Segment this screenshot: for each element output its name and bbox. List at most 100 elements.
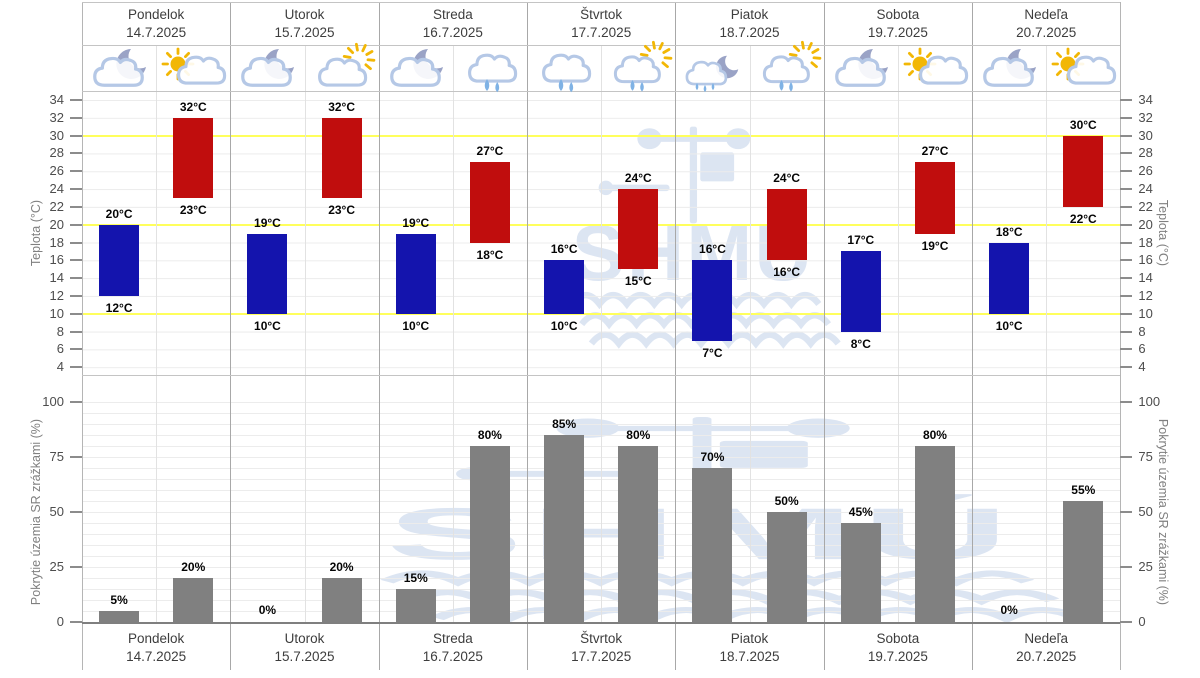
precip-tick-right — [1120, 566, 1133, 568]
temp-tick-label-right: 6 — [1138, 341, 1146, 357]
precip-value-label: 0% — [258, 603, 277, 617]
precip-value-label: 80% — [922, 428, 947, 442]
temp-tick-left — [70, 223, 82, 226]
temp-chart-bottom-border — [82, 375, 1121, 376]
precip-night-bar — [99, 611, 140, 622]
precip-tick-right — [1120, 401, 1133, 403]
cloud-sun-rays-icon — [312, 42, 375, 91]
cloud-rain-icon — [534, 47, 594, 93]
cloud-moon-icon — [979, 47, 1039, 91]
temp-max-label: 30°C — [1069, 117, 1097, 132]
precip-value-label: 20% — [329, 560, 354, 574]
precip-value-label: 80% — [626, 428, 651, 442]
day-footer-name: Sobota — [876, 631, 920, 646]
temp-tick-label-left: 4 — [56, 359, 64, 375]
temp-day-bar — [1063, 135, 1104, 207]
day-header-date: 20.7.2025 — [1016, 25, 1077, 40]
temp-tick-label-right: 10 — [1138, 305, 1153, 321]
precip-tick-left — [70, 621, 82, 623]
day-footer-date: 16.7.2025 — [422, 649, 483, 664]
precip-tick-label-right: 100 — [1138, 394, 1161, 409]
temp-tick-label-left: 16 — [49, 252, 64, 268]
temp-tick-right — [1120, 205, 1133, 208]
temp-tick-label-left: 32 — [49, 109, 64, 125]
precip-value-label: 0% — [1000, 603, 1018, 617]
temp-min-label: 23°C — [179, 203, 207, 217]
temp-min-label: 10°C — [254, 318, 281, 333]
temp-min-label: 10°C — [995, 318, 1023, 333]
temp-max-label: 16°C — [699, 242, 726, 257]
cloud-drizzle-moon-icon — [682, 47, 742, 93]
temp-tick-label-right: 34 — [1138, 92, 1153, 107]
precip-tick-left — [70, 456, 82, 458]
precip-night-bar — [544, 435, 585, 622]
temp-tick-right — [1120, 312, 1133, 315]
day-separator — [527, 2, 529, 670]
temp-tick-left — [70, 170, 82, 173]
temp-tick-right — [1120, 366, 1133, 369]
right-axis-line — [1120, 2, 1122, 670]
temp-tick-label-left: 6 — [56, 341, 64, 357]
cloud-rain-sun-icon — [757, 40, 821, 92]
cloud-rain-sun-icon — [608, 40, 673, 92]
day-header-date: 15.7.2025 — [274, 25, 335, 40]
cloud-rain-icon — [460, 47, 520, 93]
day-footer-date: 20.7.2025 — [1016, 649, 1077, 664]
day-header-name: Piatok — [730, 7, 769, 22]
halfday-separator — [749, 45, 751, 622]
temp-min-label: 15°C — [624, 274, 652, 289]
day-header-date: 14.7.2025 — [126, 25, 187, 40]
temp-max-label: 18°C — [995, 224, 1023, 239]
temp-tick-label-right: 18 — [1138, 234, 1153, 250]
temp-day-bar — [173, 117, 214, 198]
temp-tick-right — [1120, 241, 1133, 244]
temp-max-label: 27°C — [476, 144, 504, 159]
day-separator — [378, 2, 380, 670]
highlight-line-20 — [74, 223, 1121, 226]
temp-min-label: 23°C — [328, 203, 355, 217]
temp-tick-left — [70, 205, 82, 208]
temp-night-bar — [99, 224, 140, 296]
precip-value-label: 45% — [848, 505, 873, 519]
icon-row-bottom-border — [82, 91, 1121, 92]
temp-min-label: 18°C — [476, 247, 504, 262]
sun-behind-cloud-icon — [161, 47, 227, 91]
precip-value-label: 55% — [1071, 483, 1096, 497]
temp-tick-label-left: 12 — [49, 288, 64, 304]
precip-value-label: 15% — [403, 571, 428, 585]
temp-min-label: 8°C — [850, 336, 871, 351]
temp-tick-label-left: 22 — [49, 198, 64, 214]
temp-max-label: 24°C — [773, 171, 801, 186]
temp-tick-label-left: 26 — [49, 163, 64, 179]
temp-tick-right — [1120, 295, 1133, 298]
precip-tick-label-left: 100 — [42, 394, 64, 409]
temp-tick-label-right: 26 — [1138, 163, 1153, 179]
precip-day-bar — [766, 512, 807, 622]
precip-baseline — [82, 622, 1121, 624]
day-separator — [675, 2, 677, 670]
precip-value-label: 85% — [552, 417, 577, 431]
precip-night-bar — [395, 589, 436, 622]
temp-tick-right — [1120, 152, 1133, 155]
day-footer-date: 17.7.2025 — [571, 649, 632, 664]
sun-behind-cloud-icon — [903, 47, 969, 91]
temp-night-bar — [544, 260, 585, 314]
temp-night-bar — [840, 251, 881, 332]
day-header-name: Streda — [432, 7, 473, 22]
day-footer-name: Piatok — [730, 631, 769, 646]
precip-tick-label-right: 50 — [1138, 504, 1153, 519]
cloud-moon-icon — [831, 47, 891, 91]
halfday-separator — [897, 45, 899, 622]
left-axis-line — [82, 2, 83, 670]
temp-tick-label-left: 18 — [49, 234, 64, 250]
temp-tick-left — [70, 241, 82, 244]
precip-tick-label-left: 0 — [56, 614, 64, 629]
temp-tick-label-right: 4 — [1138, 359, 1146, 375]
day-footer-name: Utorok — [284, 631, 325, 646]
day-header-date: 19.7.2025 — [867, 25, 928, 40]
temp-max-label: 24°C — [624, 171, 652, 186]
temp-tick-right — [1120, 134, 1133, 137]
temp-tick-label-right: 14 — [1138, 270, 1153, 286]
temp-day-bar — [766, 189, 807, 261]
temp-tick-left — [70, 99, 82, 101]
